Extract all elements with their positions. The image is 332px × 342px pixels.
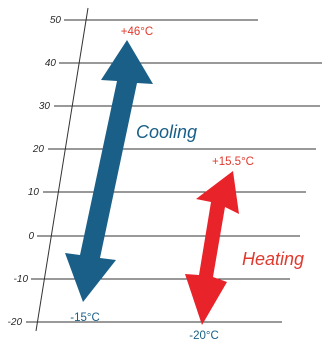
axis-tick-labels: 50 40 30 20 10 0 -10 -20 (8, 15, 62, 328)
temperature-axis (35, 7, 89, 332)
tick-label: -20 (8, 317, 23, 328)
tick-label: 20 (32, 144, 45, 155)
tick-label: 10 (28, 187, 40, 198)
tick-label: 0 (28, 231, 34, 242)
cooling-label: Cooling (136, 122, 197, 142)
tick-label: 30 (39, 101, 51, 112)
heating-min-label: -20°C (189, 330, 219, 342)
heating-max-label: +15.5°C (212, 156, 254, 168)
cooling-range-arrow (65, 40, 153, 302)
grid-lines (26, 19, 322, 323)
cooling-min-label: -15°C (70, 312, 100, 324)
heating-range-arrow (185, 171, 239, 325)
tick-label: 40 (45, 58, 57, 69)
cooling-max-label: +46°C (121, 26, 153, 38)
tick-label: -10 (14, 274, 29, 285)
heating-label: Heating (242, 249, 304, 269)
tick-label: 50 (50, 15, 62, 26)
